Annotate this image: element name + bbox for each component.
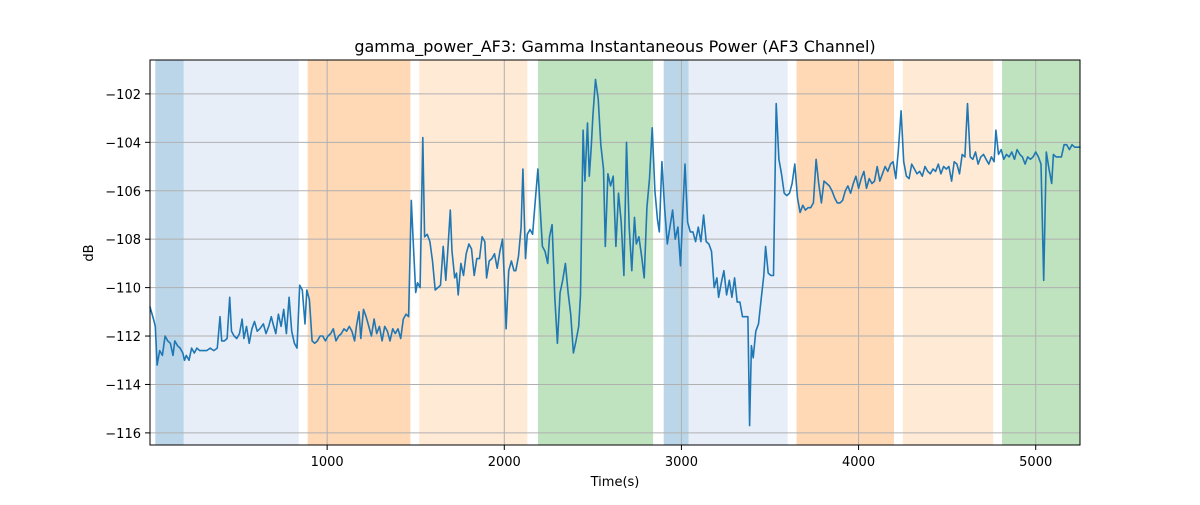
y-tick-label: −102 — [105, 88, 141, 103]
x-tick-label: 1000 — [311, 455, 344, 470]
band-region — [537, 60, 654, 445]
band-region — [796, 60, 894, 445]
y-tick-label: −114 — [105, 378, 141, 393]
band-region — [688, 60, 788, 445]
plot-border — [149, 59, 1081, 446]
x-axis-label: Time(s) — [590, 475, 640, 490]
series-layer — [149, 78, 1081, 427]
band-region — [183, 60, 299, 445]
y-tick-label: −104 — [105, 136, 141, 151]
x-tick-label: 2000 — [488, 455, 521, 470]
band-region — [307, 60, 411, 445]
series-line — [149, 78, 1081, 427]
band-region — [419, 60, 528, 445]
plot-frame — [149, 59, 1081, 446]
band-region — [902, 60, 994, 445]
band-region — [155, 60, 184, 445]
tick-layer: 1000 2000 3000 4000 5000 −116 −114 −112 −110 −108… — [105, 88, 1052, 470]
y-tick-label: −116 — [105, 427, 141, 442]
chart-title: gamma_power_AF3: Gamma Instantaneous Pow… — [354, 37, 875, 57]
y-tick-label: −106 — [105, 185, 141, 200]
band-region — [663, 60, 689, 445]
y-tick-label: −112 — [105, 330, 141, 345]
y-tick-label: −110 — [105, 282, 141, 297]
y-tick-label: −108 — [105, 233, 141, 248]
x-tick-label: 3000 — [665, 455, 698, 470]
band-region — [1002, 60, 1080, 445]
x-tick-label: 4000 — [842, 455, 875, 470]
grid-layer — [150, 60, 1080, 445]
y-axis-label: dB — [82, 244, 97, 261]
band-layer — [155, 60, 1080, 445]
x-tick-label: 5000 — [1019, 455, 1052, 470]
